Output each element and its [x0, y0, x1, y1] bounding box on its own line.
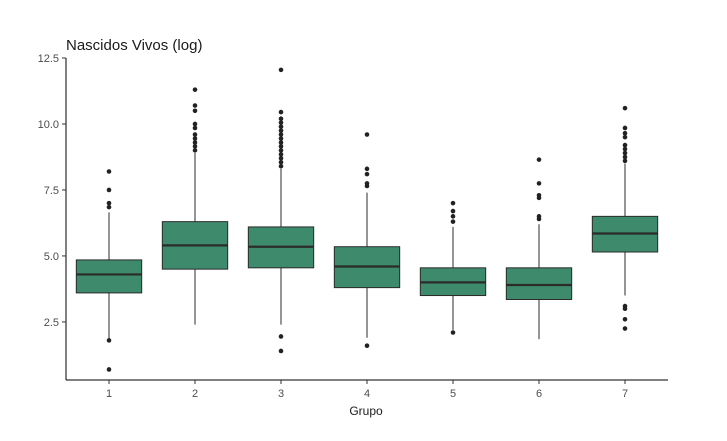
chart-title: Nascidos Vivos (log) [66, 37, 202, 54]
outlier-point [192, 136, 198, 141]
outlier-point [278, 155, 284, 161]
outlier-point [192, 103, 198, 108]
outlier-point [622, 316, 628, 322]
outlier-point [192, 125, 198, 131]
outlier-point [192, 140, 198, 145]
axes: 2.5 5.0 7.5 10.0 12.5 1 2 3 4 5 6 7 [38, 53, 668, 400]
outlier-point [278, 348, 284, 354]
outlier-point [364, 343, 370, 348]
outlier-point [622, 150, 628, 156]
outlier-point [278, 120, 284, 125]
outlier-point [622, 105, 628, 111]
y-tick-label: 12.5 [38, 53, 59, 65]
outlier-point [364, 181, 370, 186]
outlier-point [192, 148, 198, 153]
outlier-point [278, 109, 284, 115]
outlier-point [622, 326, 628, 331]
outlier-point [106, 367, 112, 372]
y-tick-label: 10.0 [38, 119, 59, 131]
outlier-point [106, 338, 112, 343]
outlier-point [364, 166, 370, 172]
box-group-2 [161, 87, 229, 325]
outlier-point [106, 204, 112, 210]
outlier-point [622, 154, 628, 160]
outlier-point [622, 146, 628, 152]
outlier-point [278, 334, 284, 339]
outlier-point [278, 124, 284, 129]
outlier-point [192, 144, 198, 149]
outlier-point [192, 121, 198, 127]
outlier-point [450, 208, 456, 214]
outlier-point [536, 192, 542, 198]
outlier-point [450, 330, 456, 335]
x-tick-label: 5 [450, 388, 456, 400]
outlier-point [106, 169, 112, 174]
box-group-3 [247, 67, 315, 354]
outlier-point [278, 136, 284, 141]
box-group-7 [591, 105, 659, 331]
x-tick-label: 2 [192, 388, 198, 400]
outlier-point [192, 108, 198, 114]
outlier-point [536, 214, 542, 219]
outlier-point [278, 140, 284, 145]
x-tick-label: 1 [106, 388, 112, 400]
outlier-point [450, 219, 456, 224]
outlier-point [450, 200, 456, 206]
outlier-point [106, 187, 112, 193]
outlier-point [278, 132, 284, 137]
outlier-point [278, 159, 284, 165]
y-tick-label: 7.5 [44, 185, 59, 197]
x-tick-label: 7 [622, 388, 628, 400]
box [505, 267, 573, 301]
outlier-point [192, 87, 198, 92]
outlier-point [106, 200, 112, 206]
outlier-point [622, 142, 628, 148]
outlier-point [536, 181, 542, 186]
outlier-point [450, 214, 456, 219]
x-tick-label: 4 [364, 388, 370, 400]
outlier-point [622, 158, 628, 164]
y-tick-label: 5.0 [44, 251, 59, 263]
box-group-1 [75, 169, 143, 372]
outlier-point [278, 116, 284, 122]
outlier-point [536, 157, 542, 162]
x-axis-title: Grupo [349, 404, 383, 418]
outlier-point [622, 134, 628, 140]
outlier-point [278, 152, 284, 157]
box-group-6 [505, 157, 573, 340]
outlier-point [278, 144, 284, 149]
outlier-point [278, 148, 284, 153]
y-tick-label: 2.5 [44, 317, 59, 329]
x-tick-label: 6 [536, 388, 542, 400]
box-group-5 [419, 200, 487, 335]
outlier-point [622, 130, 628, 136]
outlier-point [364, 171, 370, 177]
outlier-point [278, 128, 284, 133]
box [75, 259, 143, 294]
outlier-point [622, 125, 628, 131]
outlier-point [622, 303, 628, 309]
plot-area [75, 67, 659, 372]
x-tick-label: 3 [278, 388, 284, 400]
box-group-4 [333, 132, 401, 348]
outlier-point [278, 163, 284, 169]
outlier-point [364, 132, 370, 137]
outlier-point [192, 132, 198, 137]
outlier-point [278, 67, 284, 73]
